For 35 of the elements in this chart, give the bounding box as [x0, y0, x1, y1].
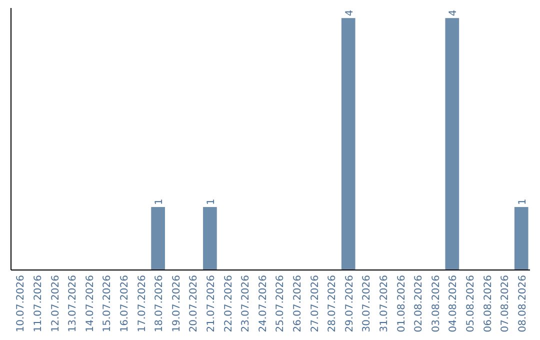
- x-tick-label: 16.07.2026: [119, 275, 130, 332]
- x-tick-label: 03.08.2026: [430, 275, 442, 332]
- x-tick-label: 23.07.2026: [240, 275, 252, 332]
- x-tick-label: 11.07.2026: [32, 275, 44, 332]
- data-label: 1: [154, 198, 166, 206]
- data-label: 4: [448, 10, 460, 16]
- x-tick-label: 20.07.2026: [188, 275, 200, 332]
- x-tick-label: 24.07.2026: [258, 275, 269, 332]
- x-tick-label: 04.08.2026: [448, 275, 460, 332]
- x-tick-label: 22.07.2026: [223, 275, 234, 332]
- x-tick-label: 27.07.2026: [310, 275, 321, 332]
- data-label: 1: [206, 198, 217, 206]
- x-tick-label: 18.07.2026: [154, 275, 166, 332]
- x-tick-label: 05.08.2026: [465, 275, 476, 332]
- data-label: 1: [517, 198, 528, 206]
- x-tick-label: 06.08.2026: [482, 275, 494, 332]
- x-tick-label: 26.07.2026: [292, 275, 304, 332]
- x-tick-label: 01.08.2026: [396, 275, 408, 332]
- data-label: 4: [344, 10, 356, 16]
- x-tick-label: 07.08.2026: [500, 275, 512, 332]
- x-tick-label: 15.07.2026: [102, 275, 114, 332]
- x-tick-label: 12.07.2026: [50, 275, 62, 332]
- x-tick-label: 31.07.2026: [378, 275, 390, 332]
- x-tick-label: 25.07.2026: [275, 275, 286, 332]
- x-tick-label: 29.07.2026: [344, 275, 356, 332]
- x-tick-label: 19.07.2026: [171, 275, 182, 332]
- x-tick-label: 30.07.2026: [362, 275, 373, 332]
- x-tick-label: 02.08.2026: [414, 275, 425, 332]
- x-tick-label: 21.07.2026: [206, 275, 217, 332]
- x-tick-label: 17.07.2026: [136, 275, 148, 332]
- x-tick-label: 10.07.2026: [16, 275, 27, 332]
- x-tick-label: 28.07.2026: [327, 275, 338, 332]
- x-tick-label: 08.08.2026: [517, 275, 528, 332]
- x-tick-label: 13.07.2026: [68, 275, 79, 332]
- x-tick-label: 14.07.2026: [84, 275, 96, 332]
